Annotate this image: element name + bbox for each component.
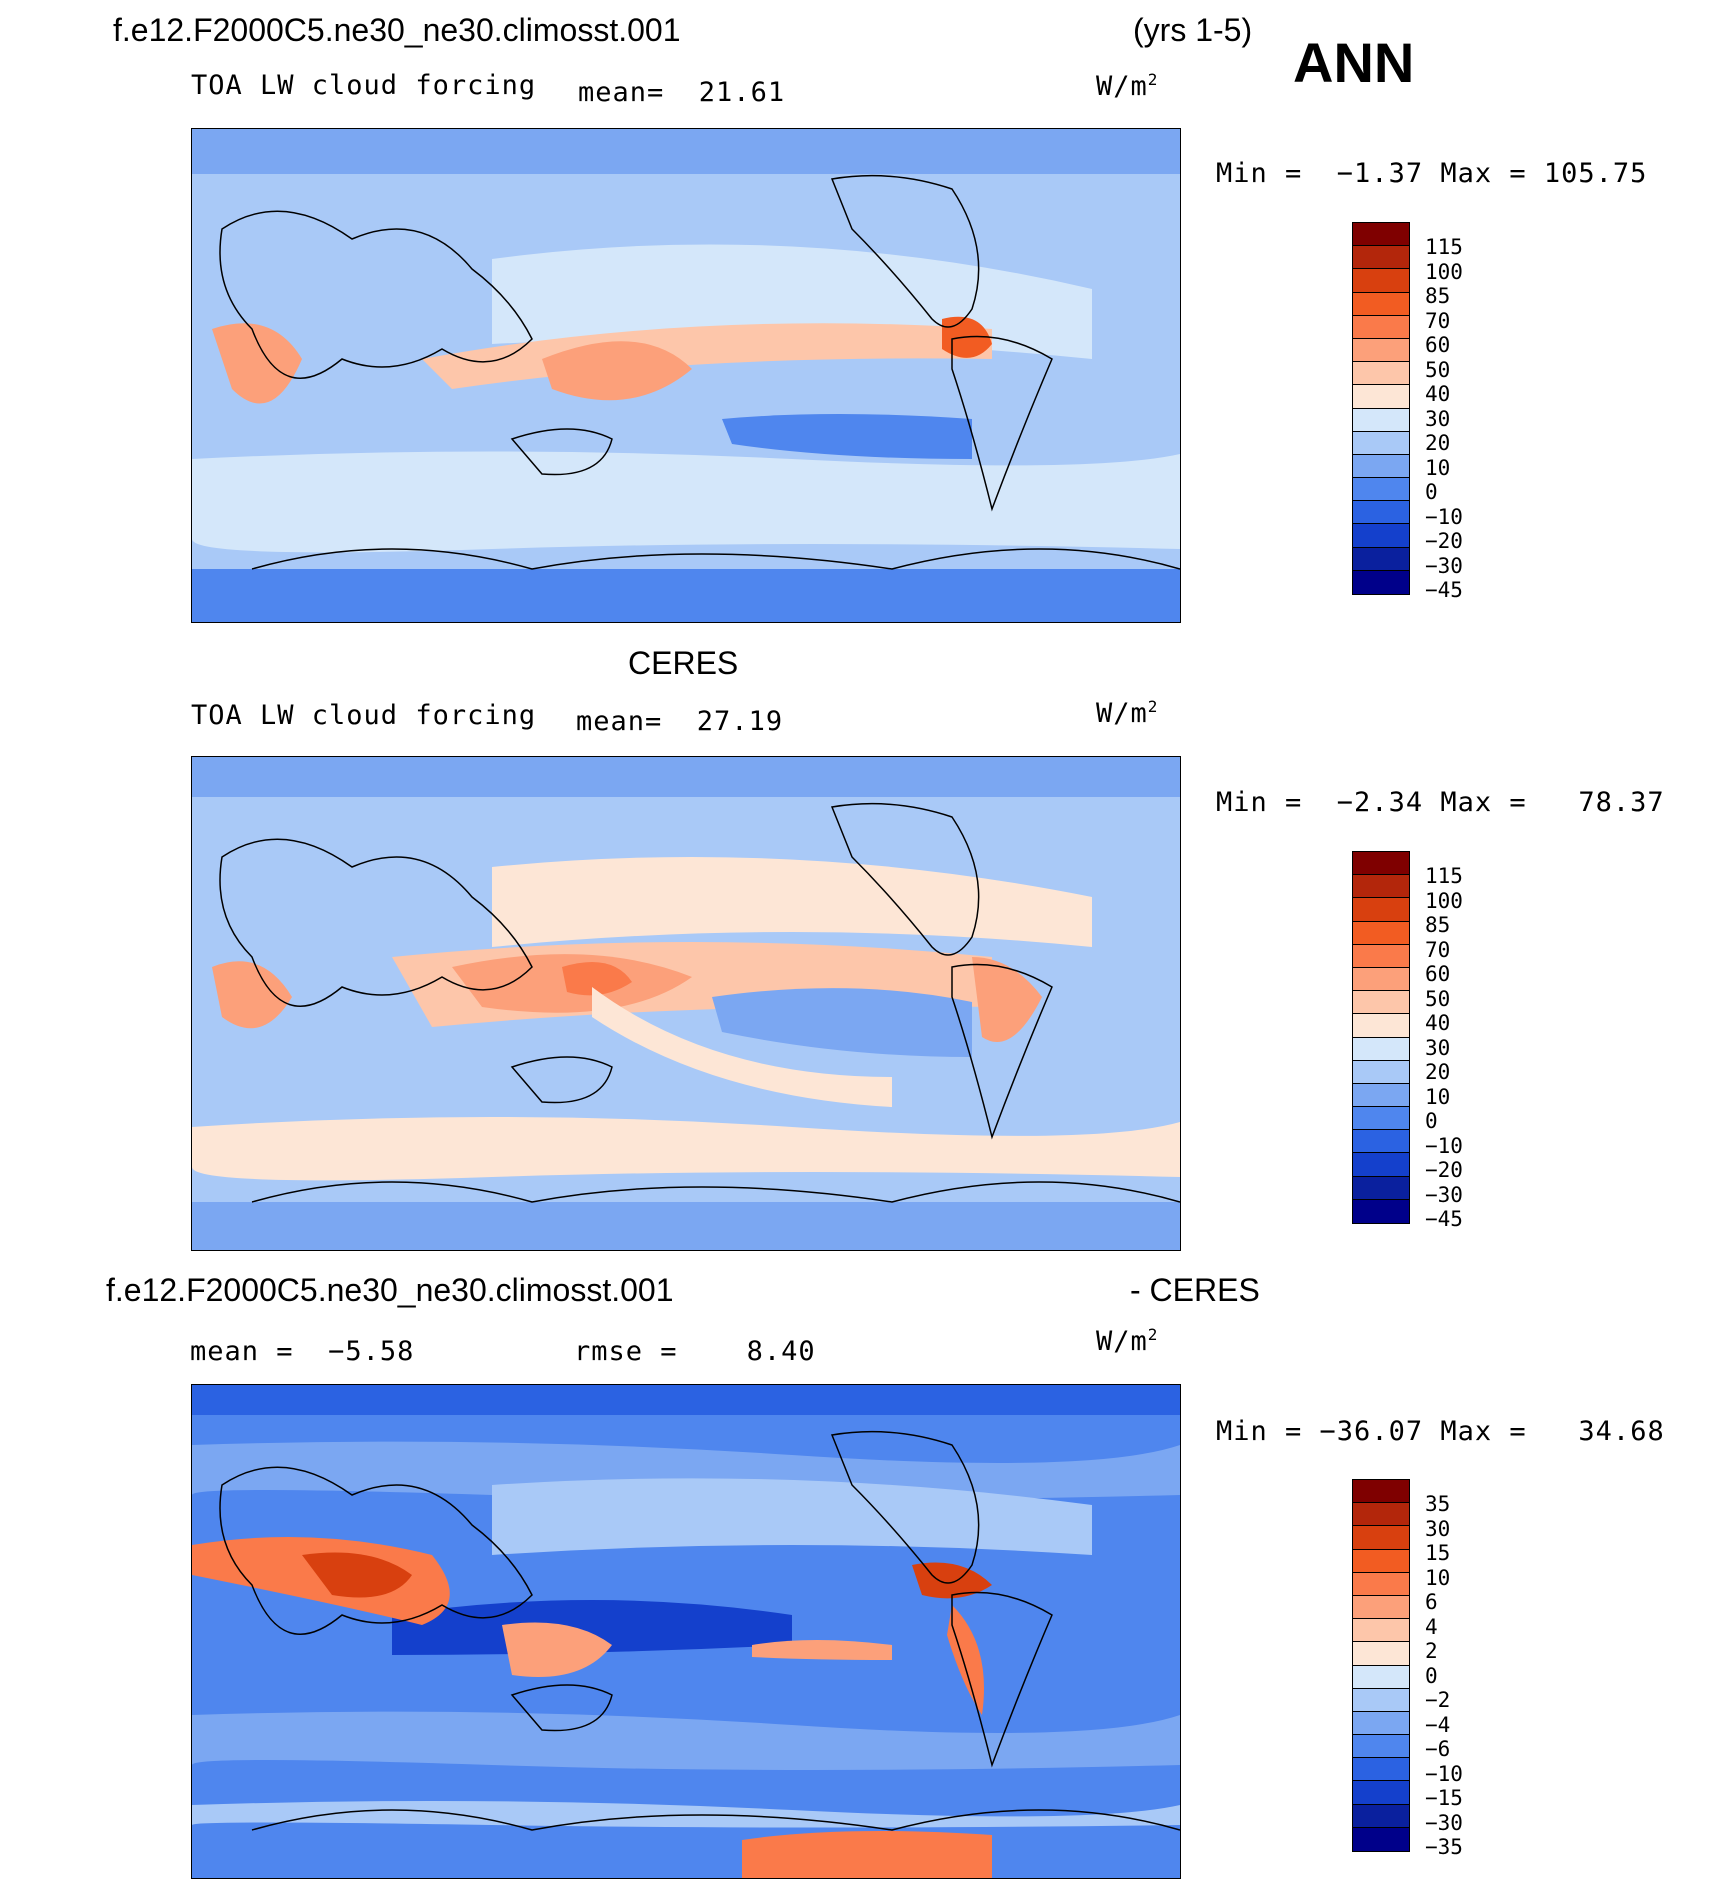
panel2-map-svg: [192, 757, 1180, 1250]
cbar-seg: [1353, 1827, 1409, 1851]
cbar-seg: [1353, 362, 1409, 386]
panel3-map-svg: [192, 1385, 1180, 1878]
panel2-minmax: Min = −2.34 Max = 78.37: [1216, 787, 1665, 818]
season-label: ANN: [1293, 31, 1415, 94]
cbar-seg: [1353, 1199, 1409, 1223]
central-america-positive: [912, 1562, 992, 1599]
cbar-seg: [1353, 570, 1409, 594]
cbar-seg: [1353, 408, 1409, 432]
cbar-seg: [1353, 1572, 1409, 1596]
eurasia-africa-outline: [219, 210, 533, 379]
panel1-colorbar-labels: 115 100 85 70 60 50 40 30 20 10 0 −10 −20 −30 −45: [1425, 235, 1463, 602]
panel2-colorbar: [1352, 851, 1410, 1224]
cbar-seg: [1353, 223, 1409, 247]
panel2-colorbar-labels: 115 100 85 70 60 50 40 30 20 10 0 −10 −20 −30 −45: [1425, 864, 1463, 1231]
cbar-seg: [1353, 478, 1409, 502]
cbar-seg: [1353, 454, 1409, 479]
cbar-seg: [1353, 1735, 1409, 1759]
cbar-seg: [1353, 315, 1409, 339]
cbar-seg: [1353, 1014, 1409, 1038]
years-label: (yrs 1-5): [1133, 12, 1253, 48]
australia-outline: [510, 428, 613, 476]
panel3-map: [191, 1384, 1181, 1879]
panel3-units: W/m2: [1096, 1325, 1159, 1357]
panel3-title-left: f.e12.F2000C5.ne30_ne30.climosst.001: [106, 1272, 674, 1308]
cbar-seg: [1353, 1153, 1409, 1177]
cbar-seg: [1353, 1804, 1409, 1828]
panel1-mean: mean= 21.61: [578, 77, 786, 108]
cbar-seg: [1353, 1758, 1409, 1782]
cbar-seg: [1353, 1549, 1409, 1573]
panel3-rmse: rmse = 8.40: [574, 1336, 816, 1367]
panel1-minmax: Min = −1.37 Max = 105.75: [1216, 158, 1648, 189]
panel1-map: [191, 128, 1181, 623]
panel2-subtitle: TOA LW cloud forcing: [191, 700, 537, 731]
panel1-units: W/m2: [1096, 70, 1159, 102]
antarctic-positive: [742, 1831, 992, 1878]
cbar-seg: [1353, 1711, 1409, 1736]
cbar-seg: [1353, 501, 1409, 525]
panel3-minmax: Min = −36.07 Max = 34.68: [1216, 1416, 1665, 1447]
cbar-seg: [1353, 944, 1409, 968]
cbar-seg: [1353, 921, 1409, 945]
south-america-outline: [951, 335, 1053, 512]
cbar-seg: [1353, 1503, 1409, 1527]
panel3-mean: mean = −5.58: [190, 1336, 415, 1367]
case-title: f.e12.F2000C5.ne30_ne30.climosst.001: [113, 12, 681, 48]
cbar-seg: [1353, 1037, 1409, 1061]
panel2-map: [191, 756, 1181, 1251]
panel3-colorbar-labels: 35 30 15 10 6 4 2 0 −2 −4 −6 −10 −15 −30 −35: [1425, 1492, 1463, 1859]
cbar-seg: [1353, 1595, 1409, 1620]
cbar-seg: [1353, 246, 1409, 270]
cbar-seg: [1353, 1480, 1409, 1504]
cbar-seg: [1353, 1107, 1409, 1131]
panel2-mean: mean= 27.19: [576, 706, 784, 737]
panel3-colorbar: [1352, 1479, 1410, 1852]
panel1-map-svg: [192, 129, 1180, 622]
cbar-seg: [1353, 269, 1409, 293]
cbar-seg: [1353, 1619, 1409, 1643]
cbar-seg: [1353, 1781, 1409, 1805]
cbar-seg: [1353, 967, 1409, 992]
cbar-seg: [1353, 991, 1409, 1015]
panel3-title-right: - CERES: [1130, 1272, 1260, 1308]
cbar-seg: [1353, 1130, 1409, 1154]
cbar-seg: [1353, 547, 1409, 571]
cbar-seg: [1353, 431, 1409, 455]
cbar-seg: [1353, 1176, 1409, 1200]
cbar-seg: [1353, 875, 1409, 899]
cbar-seg: [1353, 1642, 1409, 1666]
cbar-seg: [1353, 385, 1409, 409]
panel2-title: CERES: [628, 645, 739, 681]
cbar-seg: [1353, 852, 1409, 876]
cbar-seg: [1353, 524, 1409, 548]
panel1-subtitle: TOA LW cloud forcing: [191, 70, 537, 101]
north-america-outline: [830, 174, 980, 328]
africa-positive: [192, 1537, 450, 1625]
panel2-units: W/m2: [1096, 697, 1159, 729]
cbar-seg: [1353, 1083, 1409, 1108]
cbar-seg: [1353, 1665, 1409, 1689]
cbar-seg: [1353, 1060, 1409, 1084]
cbar-seg: [1353, 292, 1409, 316]
cbar-seg: [1353, 338, 1409, 363]
cbar-seg: [1353, 1688, 1409, 1712]
cbar-seg: [1353, 898, 1409, 922]
cbar-seg: [1353, 1526, 1409, 1550]
panel1-colorbar: [1352, 222, 1410, 595]
